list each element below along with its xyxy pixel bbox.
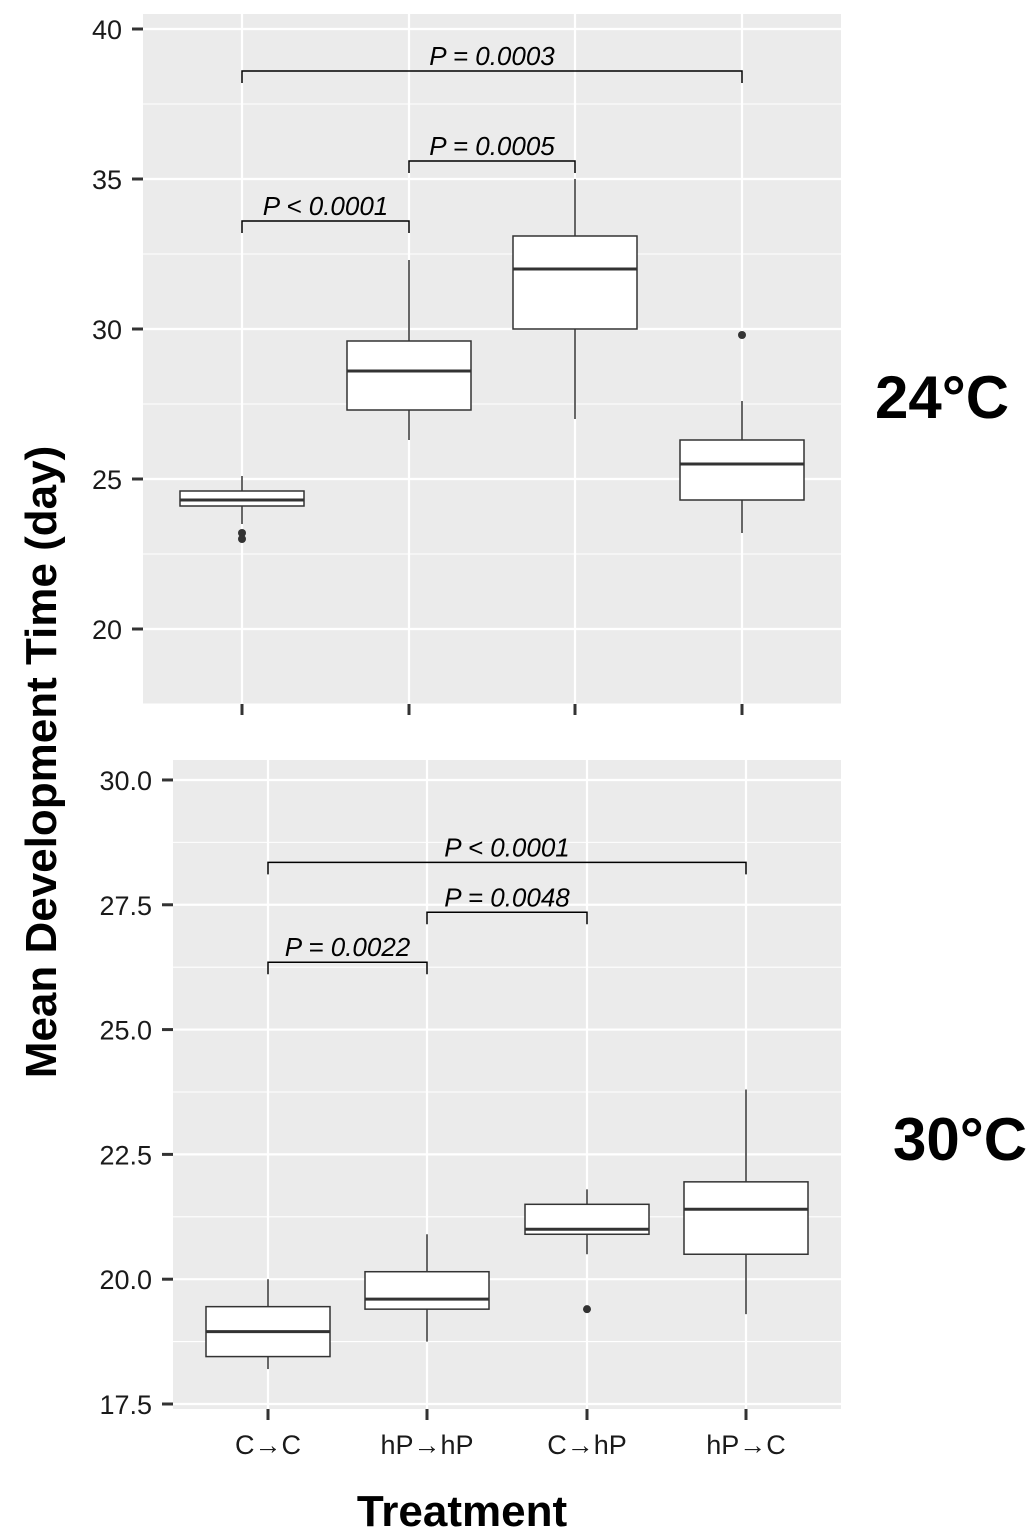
y-tick-label: 40 <box>92 15 122 45</box>
box-1 <box>364 1270 490 1310</box>
outlier-point <box>583 1305 591 1314</box>
panel-background <box>173 760 841 1409</box>
y-tick-label: 30 <box>92 315 122 345</box>
box-3 <box>683 1181 809 1255</box>
p-value-label: P = 0.0022 <box>285 932 411 962</box>
facet-label: 24°C <box>875 364 1009 431</box>
p-value-label: P = 0.0005 <box>429 131 555 161</box>
y-tick-label: 20 <box>92 615 122 645</box>
panel-background <box>143 14 841 704</box>
y-tick-label: 25 <box>92 465 122 495</box>
significance-bracket <box>267 961 428 975</box>
box-3 <box>679 439 805 501</box>
facet-30c: 17.5 20.0 22.5 25.0 27.5 30.0 C→C hP→hP C→hP hP→C… <box>99 760 1027 1460</box>
y-tick-label: 35 <box>92 165 122 195</box>
p-value-label: P < 0.0001 <box>444 832 570 862</box>
x-tick-label: C→C <box>235 1430 301 1460</box>
x-axis-title: Treatment <box>357 1487 568 1533</box>
significance-bracket <box>241 220 410 233</box>
facet-24c: 20 25 30 35 40 P = 0.0003 P = 0.0005 P < 0.0001… <box>92 14 1009 715</box>
p-value-label: P < 0.0001 <box>263 191 389 221</box>
x-tick-label: hP→C <box>706 1430 786 1460</box>
significance-bracket <box>241 70 743 83</box>
significance-bracket <box>267 861 747 875</box>
y-tick-label: 27.5 <box>99 891 152 921</box>
significance-bracket <box>426 911 588 925</box>
significance-bracket <box>408 160 576 173</box>
outlier-point <box>238 529 246 537</box>
box-1 <box>346 340 472 411</box>
x-tick-label: hP→hP <box>380 1430 473 1460</box>
facet-label: 30°C <box>893 1106 1027 1173</box>
y-axis-title: Mean Development Time (day) <box>17 446 66 1078</box>
y-tick-label: 20.0 <box>99 1265 152 1295</box>
y-tick-label: 30.0 <box>99 766 152 796</box>
y-tick-label: 17.5 <box>99 1390 152 1420</box>
outlier-point <box>738 331 746 339</box>
outlier-point <box>238 535 246 543</box>
x-tick-label: C→hP <box>547 1430 627 1460</box>
p-value-label: P = 0.0003 <box>429 41 555 71</box>
y-tick-label: 22.5 <box>99 1140 152 1170</box>
box-2 <box>512 235 638 330</box>
y-tick-label: 25.0 <box>99 1016 152 1046</box>
p-value-label: P = 0.0048 <box>444 882 570 912</box>
